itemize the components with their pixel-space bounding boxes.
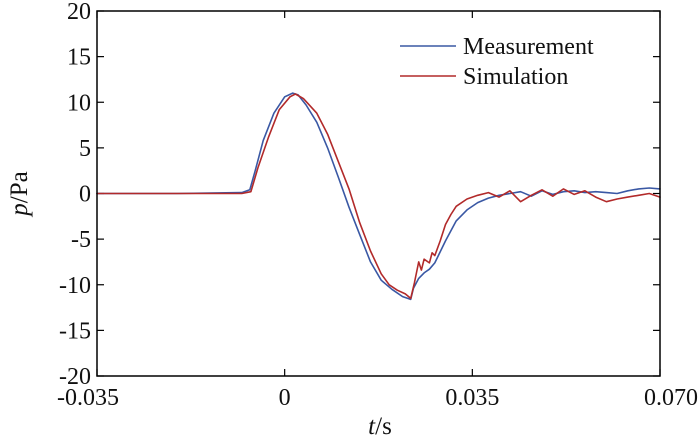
y-axis-label: p/Pa (6, 171, 33, 217)
x-tick-label: 0 (279, 385, 291, 411)
x-tick-label: -0.035 (57, 385, 119, 411)
y-tick-label: 5 (79, 136, 91, 162)
x-tick-label: 0.035 (445, 385, 499, 411)
plot-frame (96, 10, 661, 377)
series-lines (96, 92, 661, 301)
y-tick-label: -15 (59, 318, 91, 344)
x-axis-label: t/s (368, 413, 392, 439)
y-tick-label: 20 (67, 0, 91, 25)
series-line-simulation (96, 93, 661, 300)
y-tick-label: 10 (67, 90, 91, 116)
y-tick-label: -20 (59, 364, 91, 390)
x-tick-label: 0.070 (644, 385, 698, 411)
legend-label-simulation: Simulation (463, 64, 568, 90)
y-tick-label: 15 (67, 45, 91, 71)
series-line-measurement (96, 92, 661, 301)
tick-labels: -20 -15 -10 -5 0 5 10 15 20 -0.035 0 0.035 0.070 (57, 0, 698, 411)
y-tick-label: -5 (71, 227, 91, 253)
legend: Measurement Simulation (400, 34, 594, 90)
y-tick-label: -10 (59, 273, 91, 299)
legend-label-measurement: Measurement (463, 34, 594, 60)
y-tick-label: 0 (79, 182, 91, 208)
